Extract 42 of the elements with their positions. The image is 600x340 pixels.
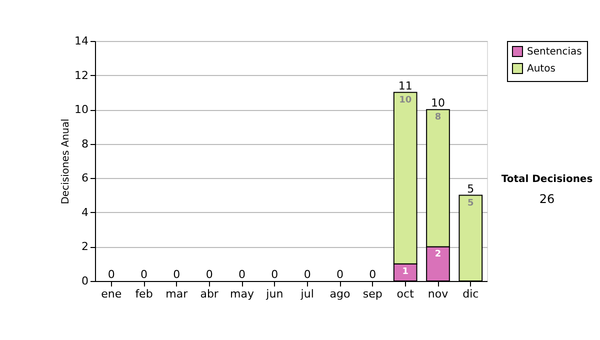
x-tick-label: oct xyxy=(396,288,415,300)
data-label: 8 xyxy=(434,112,442,123)
y-tick-label: 2 xyxy=(82,240,88,254)
legend-label: Sentencias xyxy=(527,46,582,58)
total-label: 0 xyxy=(271,268,278,281)
x-tick-label: ene xyxy=(101,288,122,300)
x-tick-label: nov xyxy=(428,288,449,300)
y-tick-label: 6 xyxy=(82,172,88,185)
total-label: 0 xyxy=(336,268,344,281)
x-tick-label: jun xyxy=(265,288,284,300)
x-tick-label: sep xyxy=(362,288,382,300)
x-tick-label: feb xyxy=(135,288,153,300)
data-label: 2 xyxy=(434,250,442,260)
x-tick-label: ago xyxy=(330,288,350,300)
total-label: 0 xyxy=(173,268,180,281)
total-label: 0 xyxy=(304,268,311,281)
y-tick-label: 8 xyxy=(82,137,88,150)
y-tick-label: 12 xyxy=(74,68,88,82)
x-tick-label: may xyxy=(230,288,254,300)
total-label: 0 xyxy=(206,268,213,281)
y-axis-title: Decisiones Anual xyxy=(60,118,72,204)
text: Total Decisiones xyxy=(501,174,593,185)
y-tick-label: 0 xyxy=(82,274,88,288)
total-label: 5 xyxy=(467,182,474,196)
total-label: 11 xyxy=(398,79,412,92)
total-label: 0 xyxy=(108,268,115,281)
total-label: 0 xyxy=(140,268,148,281)
x-tick-label: mar xyxy=(166,288,188,300)
x-tick-label: dic xyxy=(462,288,479,300)
y-tick-label: 14 xyxy=(74,34,88,48)
total-label: 0 xyxy=(238,268,246,281)
y-tick-label: 4 xyxy=(82,206,88,219)
data-label: 10 xyxy=(399,95,412,106)
legend-label: Autos xyxy=(527,64,556,74)
x-tick-label: jul xyxy=(300,288,314,300)
total-label: 10 xyxy=(431,96,445,110)
total-label: 0 xyxy=(369,268,376,281)
data-label: 5 xyxy=(468,198,474,208)
x-tick-label: abr xyxy=(200,288,219,300)
y-tick-label: 10 xyxy=(74,103,88,116)
text: 26 xyxy=(539,192,555,206)
data-label: 1 xyxy=(402,266,408,277)
